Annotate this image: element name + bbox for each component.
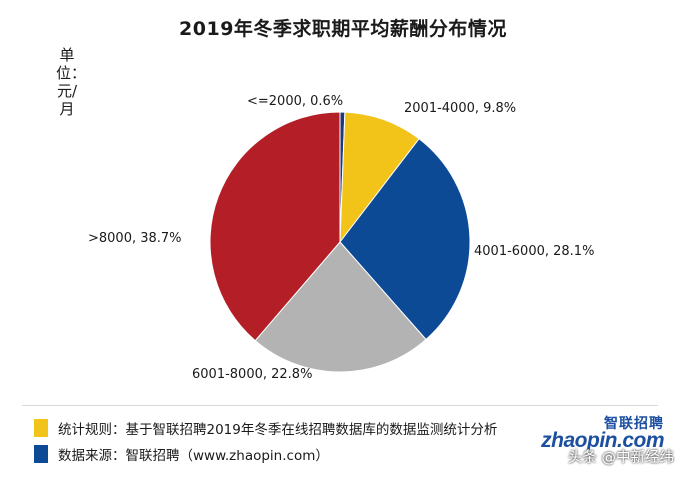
pie-slice-2001-4000 [339, 111, 420, 244]
footnote-source: 数据来源：智联招聘（www.zhaopin.com） [34, 444, 329, 464]
logo-main-text: zhaopin.com [541, 429, 664, 452]
footnote-source-swatch [34, 445, 48, 463]
divider [22, 405, 658, 406]
slice-label-4001-6000: 4001-6000, 28.1% [474, 244, 594, 259]
watermark: 头条 @中新经纬 [567, 450, 674, 466]
pie-chart: <=2000, 0.6% 2001-4000, 9.8% 4001-6000, 28… [88, 94, 594, 382]
slice-label-2000: <=2000, 0.6% [247, 94, 343, 109]
slice-label-8000: >8000, 38.7% [88, 231, 182, 246]
pie-slice-4001-6000 [339, 138, 471, 341]
footnote-source-text: 数据来源：智联招聘（www.zhaopin.com） [58, 448, 329, 464]
zhaopin-logo: 智联招聘 zhaopin.com [541, 413, 668, 453]
logo-top-text: 智联招聘 [604, 416, 664, 432]
chart-title: 2019年冬季求职期平均薪酬分布情况 [179, 18, 507, 40]
slice-label-2001-4000: 2001-4000, 9.8% [404, 101, 516, 116]
footnote-rule-swatch [34, 419, 48, 437]
slice-label-6001-8000: 6001-8000, 22.8% [192, 367, 312, 382]
pie-slice-8000 [209, 111, 341, 342]
pie-slice-6001-8000 [254, 241, 427, 373]
footnote-rule-text: 统计规则：基于智联招聘2019年冬季在线招聘数据库的数据监测统计分析 [58, 422, 498, 438]
footnote-rule: 统计规则：基于智联招聘2019年冬季在线招聘数据库的数据监测统计分析 [34, 418, 497, 438]
